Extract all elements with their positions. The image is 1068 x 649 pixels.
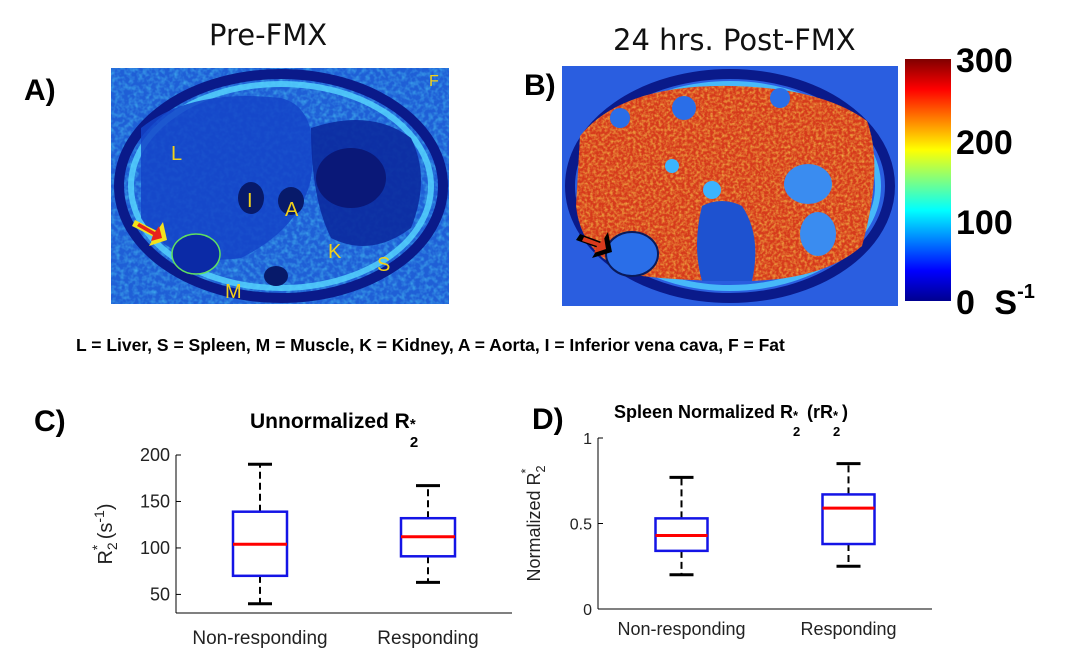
arrow-icon-b xyxy=(576,232,612,258)
panel-letter-a: A) xyxy=(24,74,56,107)
category-label: Responding xyxy=(800,619,896,639)
organ-label-spleen: S xyxy=(377,254,390,276)
organ-label-aorta: A xyxy=(285,199,299,221)
panel-letter-b: B) xyxy=(524,69,556,102)
panel-letter-c: C) xyxy=(34,405,66,438)
y-axis-label: R2* (s-1) xyxy=(89,503,120,564)
organ-label-muscle: M xyxy=(225,281,242,303)
organ-label-ivc: I xyxy=(247,190,253,212)
y-tick-label: 200 xyxy=(140,445,170,465)
colorbar-unit: S-1 xyxy=(994,281,1035,322)
y-tick-label: 0 xyxy=(583,602,592,619)
arrow-icon-a xyxy=(132,220,167,246)
plot-d-title: Spleen Normalized R * 2 (rR * 2) xyxy=(614,402,849,439)
category-label: Non-responding xyxy=(617,619,745,639)
plot-c-title: Unnormalized R * 2 xyxy=(250,410,419,451)
image-a-title: Pre-FMX xyxy=(209,18,328,52)
organ-legend: L = Liver, S = Spleen, M = Muscle, K = K… xyxy=(76,335,785,355)
colorbar xyxy=(905,59,951,301)
y-tick-label: 100 xyxy=(140,538,170,558)
box-iqr xyxy=(821,493,876,546)
panel-letter-d: D) xyxy=(532,403,564,436)
colorbar-label-300: 300 xyxy=(956,42,1013,80)
colorbar-label-200: 200 xyxy=(956,124,1013,162)
y-tick-label: 1 xyxy=(583,431,592,448)
mri-image-pre-fmx: L I A K S M F xyxy=(111,68,449,304)
organ-label-fat: F xyxy=(429,73,439,90)
mri-image-post-fmx xyxy=(562,66,898,306)
organ-label-kidney: K xyxy=(328,241,342,263)
y-tick-label: 150 xyxy=(140,491,170,511)
category-label: Non-responding xyxy=(192,628,327,649)
y-tick-label: 0.5 xyxy=(570,517,592,534)
boxplot-unnormalized: 50 100 150 200 Non-responding Responding R2* (… xyxy=(89,445,512,649)
colorbar-label-100: 100 xyxy=(956,204,1013,242)
y-axis-label: Normalized R2* xyxy=(520,465,548,581)
colorbar-label-0: 0 S-1 xyxy=(956,281,1035,322)
boxplot-spleen-normalized: 0 0.5 1 Non-responding Responding Normalized … xyxy=(520,431,932,639)
category-label: Responding xyxy=(377,628,478,649)
image-b-title: 24 hrs. Post-FMX xyxy=(613,23,856,57)
organ-label-liver: L xyxy=(171,143,182,165)
y-tick-label: 50 xyxy=(150,584,170,604)
